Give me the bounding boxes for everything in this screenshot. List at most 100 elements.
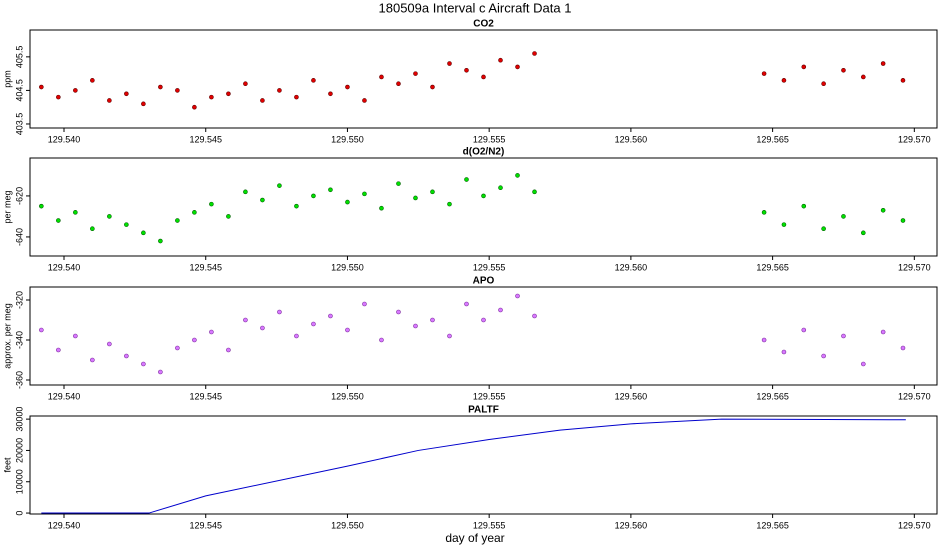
data-point — [396, 309, 401, 315]
data-point — [328, 187, 333, 193]
data-point — [209, 94, 214, 100]
y-tick-label: -340 — [14, 331, 24, 349]
x-tick-label: 129.550 — [331, 134, 364, 144]
data-point — [294, 203, 299, 209]
data-point — [761, 337, 767, 343]
x-tick-label: 129.545 — [189, 134, 222, 144]
data-point — [56, 218, 61, 223]
data-point — [192, 104, 197, 110]
x-tick-label: 129.550 — [331, 262, 364, 272]
data-point — [379, 337, 384, 343]
data-point — [73, 333, 78, 339]
data-point — [124, 91, 129, 97]
y-tick-label: -320 — [14, 291, 24, 309]
data-point — [107, 98, 112, 103]
data-line — [41, 418, 906, 514]
x-tick-label: 129.550 — [331, 520, 364, 530]
data-point — [277, 183, 282, 188]
data-point — [532, 189, 537, 195]
data-point — [294, 94, 299, 100]
data-point — [90, 357, 95, 363]
x-tick-label: 129.540 — [48, 391, 81, 401]
data-point — [781, 349, 787, 355]
data-point — [209, 329, 214, 335]
x-tick-label: 129.540 — [48, 262, 81, 272]
data-point — [481, 317, 486, 323]
data-point — [243, 81, 248, 86]
data-point — [141, 230, 146, 236]
y-tick-label: 405.5 — [14, 46, 24, 69]
data-point — [761, 71, 767, 76]
x-tick-label: 129.565 — [756, 520, 789, 530]
data-point — [781, 78, 787, 83]
data-point — [498, 57, 503, 63]
x-tick-label: 129.570 — [898, 134, 931, 144]
panel-title: d(O2/N2) — [463, 147, 505, 158]
y-tick-label: 20000 — [14, 438, 24, 463]
data-point — [124, 353, 129, 359]
x-tick-label: 129.565 — [756, 134, 789, 144]
data-point — [243, 189, 248, 195]
x-tick-label: 129.540 — [48, 134, 81, 144]
data-point — [345, 199, 350, 205]
y-tick-label: 404.5 — [14, 79, 24, 102]
data-point — [761, 210, 767, 215]
data-point — [781, 222, 787, 227]
x-tick-label: 129.560 — [615, 262, 648, 272]
x-tick-label: 129.565 — [756, 262, 789, 272]
x-tick-label: 129.550 — [331, 391, 364, 401]
data-point — [447, 61, 452, 66]
data-point — [209, 201, 214, 207]
data-point — [801, 327, 807, 333]
x-tick-label: 129.555 — [473, 262, 506, 272]
x-tick-label: 129.545 — [189, 262, 222, 272]
data-point — [39, 327, 44, 333]
data-point — [311, 321, 316, 327]
data-point — [226, 347, 231, 353]
x-tick-label: 129.570 — [898, 391, 931, 401]
data-point — [243, 317, 248, 323]
data-point — [39, 84, 44, 90]
data-point — [158, 238, 163, 244]
data-point — [447, 201, 452, 207]
y-tick-label: -640 — [14, 228, 24, 246]
data-point — [821, 353, 826, 359]
data-point — [56, 347, 61, 353]
data-point — [124, 222, 129, 227]
data-point — [396, 81, 401, 86]
data-point — [880, 61, 886, 66]
data-point — [56, 94, 61, 100]
data-point — [413, 71, 418, 76]
data-point — [192, 210, 197, 215]
data-point — [175, 88, 180, 93]
data-point — [311, 193, 316, 199]
data-point — [880, 207, 886, 213]
data-point — [362, 301, 367, 307]
data-point — [821, 81, 826, 86]
x-tick-label: 129.545 — [189, 391, 222, 401]
panel-title: CO2 — [473, 19, 494, 30]
data-point — [73, 88, 78, 93]
data-point — [413, 195, 418, 201]
data-point — [900, 345, 906, 351]
x-tick-label: 129.570 — [898, 520, 931, 530]
data-point — [430, 189, 435, 195]
plot-frame — [29, 415, 938, 515]
data-point — [141, 101, 146, 107]
plot-frame — [29, 157, 938, 257]
data-point — [498, 307, 503, 313]
x-tick-label: 129.555 — [473, 391, 506, 401]
data-point — [90, 226, 95, 232]
data-point — [801, 203, 807, 209]
data-point — [345, 327, 350, 333]
data-point — [801, 64, 807, 70]
data-point — [900, 218, 906, 223]
data-point — [396, 181, 401, 186]
y-tick-label: 0 — [14, 511, 24, 516]
x-tick-label: 129.540 — [48, 520, 81, 530]
plot-frame — [29, 286, 938, 386]
y-axis-label: ppm — [2, 70, 12, 88]
data-point — [481, 74, 486, 80]
data-point — [821, 226, 826, 232]
